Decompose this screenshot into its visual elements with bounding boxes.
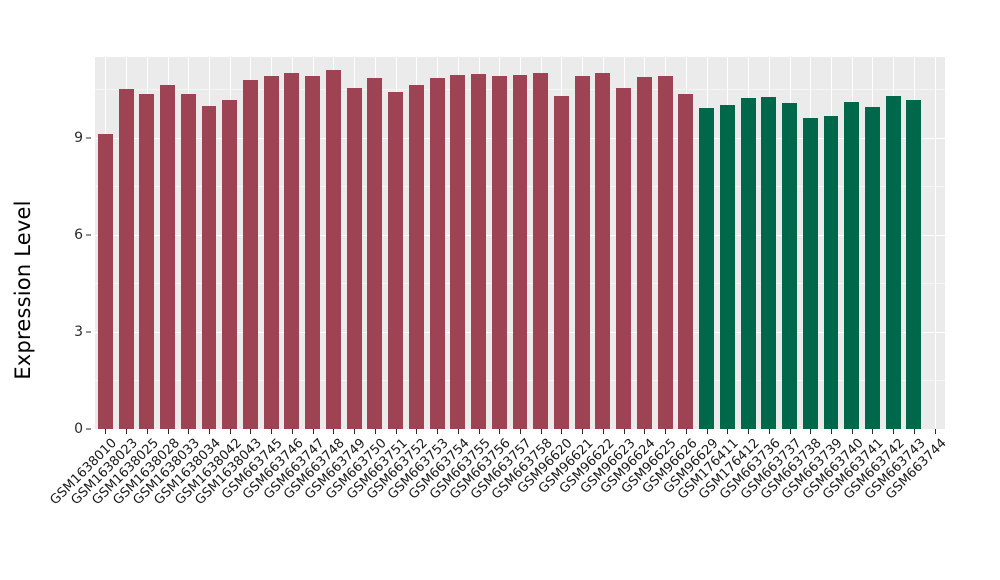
x-axis-tick-mark — [541, 429, 542, 434]
y-axis-tick-label: 9 — [74, 129, 83, 146]
bar — [201, 105, 217, 429]
bar — [222, 99, 238, 429]
bar — [450, 75, 466, 429]
bar — [139, 93, 155, 429]
x-axis-tick-mark — [230, 429, 231, 434]
bar — [429, 78, 445, 429]
bar — [616, 88, 632, 429]
bar — [180, 93, 196, 429]
x-axis-tick-mark — [250, 429, 251, 434]
x-axis-tick-mark — [458, 429, 459, 434]
x-axis-tick-mark — [686, 429, 687, 434]
x-axis-tick-mark — [499, 429, 500, 434]
bar — [823, 115, 839, 429]
bar — [740, 98, 756, 429]
x-axis-tick-mark — [914, 429, 915, 434]
bar — [906, 100, 922, 429]
bar — [118, 89, 134, 429]
bar — [719, 104, 735, 429]
x-axis-tick-mark — [561, 429, 562, 434]
x-axis-tick-mark — [707, 429, 708, 434]
x-axis-tick-mark — [520, 429, 521, 434]
bar — [512, 75, 528, 429]
bar — [305, 75, 321, 429]
bar — [346, 88, 362, 429]
x-axis-tick-mark — [893, 429, 894, 434]
x-axis-tick-mark — [479, 429, 480, 434]
x-axis-tick-mark — [147, 429, 148, 434]
x-axis-tick-layer: GSM1638010 GSM1638023 GSM1638025 GSM1638028… — [48, 429, 949, 580]
bar — [574, 75, 590, 429]
bar — [408, 85, 424, 429]
x-axis-tick-mark — [769, 429, 770, 434]
x-axis-tick-mark — [126, 429, 127, 434]
x-axis-tick-mark — [582, 429, 583, 434]
bar — [678, 94, 694, 429]
x-axis-tick-mark — [188, 429, 189, 434]
bar — [533, 72, 549, 429]
x-axis-tick-mark — [333, 429, 334, 434]
bar — [782, 102, 797, 429]
y-axis-tick-label: 3 — [74, 323, 83, 340]
x-axis-tick-mark — [416, 429, 417, 434]
x-axis-tick-mark — [748, 429, 749, 434]
plot-panel — [95, 57, 945, 429]
bar — [367, 78, 383, 429]
x-axis-tick-mark — [644, 429, 645, 434]
x-axis-tick-mark — [810, 429, 811, 434]
x-axis-tick-mark — [105, 429, 106, 434]
bar — [844, 101, 860, 429]
x-axis-tick-mark — [935, 429, 936, 434]
x-axis-tick-mark — [396, 429, 397, 434]
x-axis-tick-mark — [375, 429, 376, 434]
y-axis-tick-mark — [86, 137, 91, 139]
x-axis-tick-mark — [727, 429, 728, 434]
y-axis-tick-label: 6 — [74, 226, 83, 243]
x-axis-tick-mark — [168, 429, 169, 434]
bar — [699, 108, 715, 429]
bar — [761, 96, 777, 429]
x-axis-tick-mark — [831, 429, 832, 434]
y-axis-tick-label: 0 — [74, 421, 83, 437]
bar — [263, 75, 279, 429]
y-axis-tick-mark — [86, 428, 91, 430]
bar — [491, 76, 507, 429]
x-axis-tick-mark — [313, 429, 314, 434]
y-axis-tick-layer: 0 3 6 9 — [0, 0, 95, 580]
y-axis-tick-mark — [86, 234, 91, 236]
x-axis-tick-mark — [603, 429, 604, 434]
bar — [243, 80, 258, 429]
bar — [864, 107, 880, 429]
bar — [802, 117, 818, 429]
x-axis-tick-mark — [271, 429, 272, 434]
bar — [885, 95, 901, 429]
x-axis-tick-mark — [872, 429, 873, 434]
bar — [160, 85, 176, 429]
x-axis-tick-mark — [292, 429, 293, 434]
bar — [284, 73, 300, 429]
x-axis-tick-mark — [437, 429, 438, 434]
bar — [636, 77, 652, 429]
x-axis-tick-mark — [852, 429, 853, 434]
gridline-vertical — [935, 57, 936, 429]
x-axis-tick-mark — [354, 429, 355, 434]
x-axis-tick-mark — [209, 429, 210, 434]
bar — [657, 76, 673, 429]
bar — [471, 73, 486, 429]
y-axis-tick-mark — [86, 331, 91, 333]
x-axis-tick-mark — [665, 429, 666, 434]
x-axis-tick-mark — [624, 429, 625, 434]
bar — [325, 70, 341, 429]
bar — [97, 133, 113, 429]
bar — [595, 73, 611, 429]
bar — [554, 96, 569, 429]
x-axis-tick-mark — [790, 429, 791, 434]
bar — [388, 91, 404, 429]
